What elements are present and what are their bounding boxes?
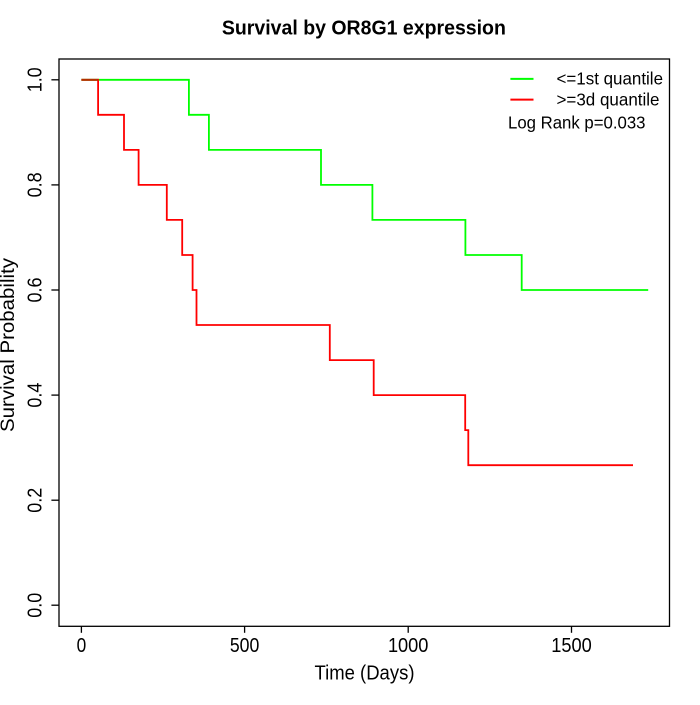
svg-text:1500: 1500 [551, 635, 592, 657]
svg-text:<=1st quantile: <=1st quantile [557, 68, 664, 88]
svg-text:Survival Probability: Survival Probability [0, 258, 19, 432]
svg-text:0.8: 0.8 [24, 172, 46, 197]
svg-text:0.2: 0.2 [24, 488, 46, 513]
svg-text:0.6: 0.6 [24, 278, 46, 303]
svg-text:0.0: 0.0 [24, 593, 46, 618]
svg-text:Log Rank p=0.033: Log Rank p=0.033 [508, 113, 646, 133]
svg-text:Time (Days): Time (Days) [315, 662, 415, 685]
svg-text:>=3d quantile: >=3d quantile [557, 89, 660, 109]
svg-text:500: 500 [230, 635, 260, 657]
svg-text:1.0: 1.0 [24, 67, 46, 92]
svg-text:Survival by OR8G1 expression: Survival by OR8G1 expression [222, 18, 506, 40]
svg-text:0.4: 0.4 [24, 383, 46, 408]
svg-text:0: 0 [77, 635, 87, 657]
svg-text:1000: 1000 [388, 635, 429, 657]
